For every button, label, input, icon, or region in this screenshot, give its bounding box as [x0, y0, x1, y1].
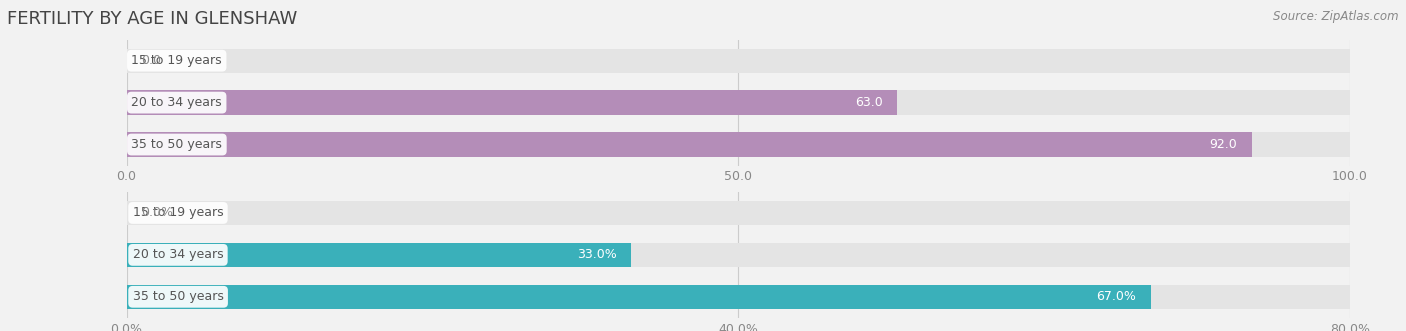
Text: 35 to 50 years: 35 to 50 years	[132, 290, 224, 303]
Bar	[127, 285, 1350, 309]
Bar	[127, 90, 1350, 115]
Text: 67.0%: 67.0%	[1097, 290, 1136, 303]
Text: 20 to 34 years: 20 to 34 years	[131, 96, 222, 109]
Bar	[127, 49, 1350, 73]
Bar	[127, 243, 631, 267]
Text: 15 to 19 years: 15 to 19 years	[132, 207, 224, 219]
Bar	[127, 285, 1152, 309]
Text: 20 to 34 years: 20 to 34 years	[132, 248, 224, 261]
Text: Source: ZipAtlas.com: Source: ZipAtlas.com	[1274, 10, 1399, 23]
Bar	[127, 243, 1350, 267]
Bar	[127, 201, 1350, 225]
Text: 15 to 19 years: 15 to 19 years	[131, 54, 222, 67]
Bar	[127, 132, 1350, 157]
Text: FERTILITY BY AGE IN GLENSHAW: FERTILITY BY AGE IN GLENSHAW	[7, 10, 297, 28]
Text: 0.0%: 0.0%	[141, 207, 173, 219]
Text: 63.0: 63.0	[855, 96, 883, 109]
Text: 0.0: 0.0	[141, 54, 162, 67]
Bar	[127, 132, 1251, 157]
Text: 33.0%: 33.0%	[576, 248, 616, 261]
Bar	[127, 90, 897, 115]
Text: 35 to 50 years: 35 to 50 years	[131, 138, 222, 151]
Text: 92.0: 92.0	[1209, 138, 1237, 151]
